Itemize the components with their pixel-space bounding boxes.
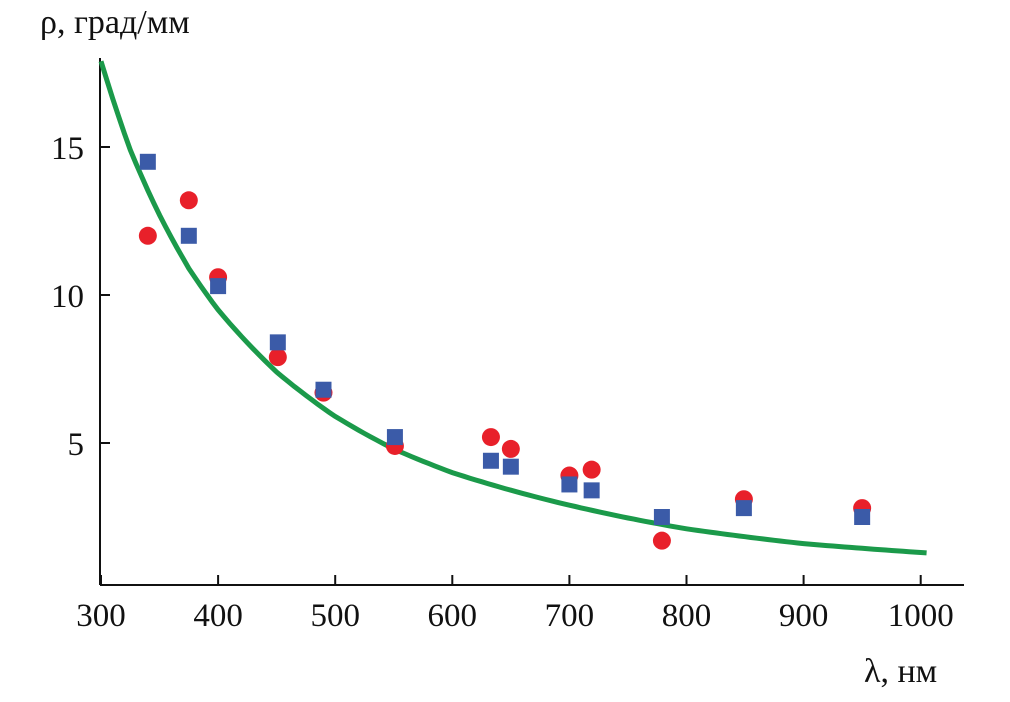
circle-point [268,348,287,367]
x-axis-label: λ, нм [864,653,937,690]
square-point [653,509,670,525]
ticks: 300 400 500 600 700 800 900 1000 5 10 15 [51,131,954,634]
x-tick-label: 600 [428,598,478,634]
square-point [139,153,156,170]
x-tick-label: 400 [193,598,243,634]
x-tick-label: 300 [76,598,126,634]
circle-point [501,439,520,458]
x-tick-label: 800 [662,598,712,634]
x-tick-label: 700 [545,598,595,634]
square-point [315,381,332,398]
x-tick-label: 900 [779,598,829,634]
y-tick-label: 10 [51,279,84,315]
x-tick-label: 500 [310,598,360,634]
circle-point [481,428,500,447]
square-point [180,227,197,244]
circle-point [652,531,671,550]
square-point [482,452,499,469]
circle-point [582,460,601,479]
y-axis-label: ρ, град/мм [40,4,190,41]
circle-point [138,226,157,245]
square-point [386,429,403,446]
circle-point [179,191,198,210]
square-point [269,334,286,351]
square-point [583,482,600,499]
square-point [210,278,227,295]
square-point [854,509,871,525]
axes [99,58,964,586]
fit-curve [98,60,927,556]
square-point [735,500,752,517]
y-tick-label: 15 [51,131,84,167]
x-tick-label: 1000 [888,598,954,634]
y-tick-label: 5 [68,427,85,463]
marks [98,60,927,556]
square-point [561,476,578,493]
square-point [502,458,519,475]
